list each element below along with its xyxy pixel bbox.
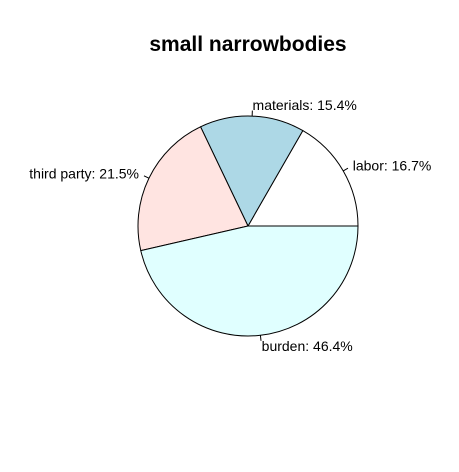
- pie-labels: labor: 16.7% materials: 15.4% third party:…: [29, 97, 431, 354]
- pie-label-2: third party: 21.5%: [29, 165, 139, 181]
- chart-title: small narrowbodies: [149, 33, 346, 56]
- pie-slices: [137, 115, 359, 337]
- pie-slice-2: [137, 126, 249, 252]
- pie-slice-3: [140, 225, 359, 337]
- pie-leader-0: [342, 167, 349, 172]
- pie-label-1: materials: 15.4%: [253, 97, 357, 113]
- pie-leader-3: [259, 335, 262, 341]
- pie-leader-2: [143, 175, 150, 179]
- pie-label-3: burden: 46.4%: [262, 338, 353, 354]
- pie-label-0: labor: 16.7%: [353, 157, 432, 173]
- pie-slice-1: [199, 115, 304, 228]
- pie-slice-0: [247, 129, 359, 227]
